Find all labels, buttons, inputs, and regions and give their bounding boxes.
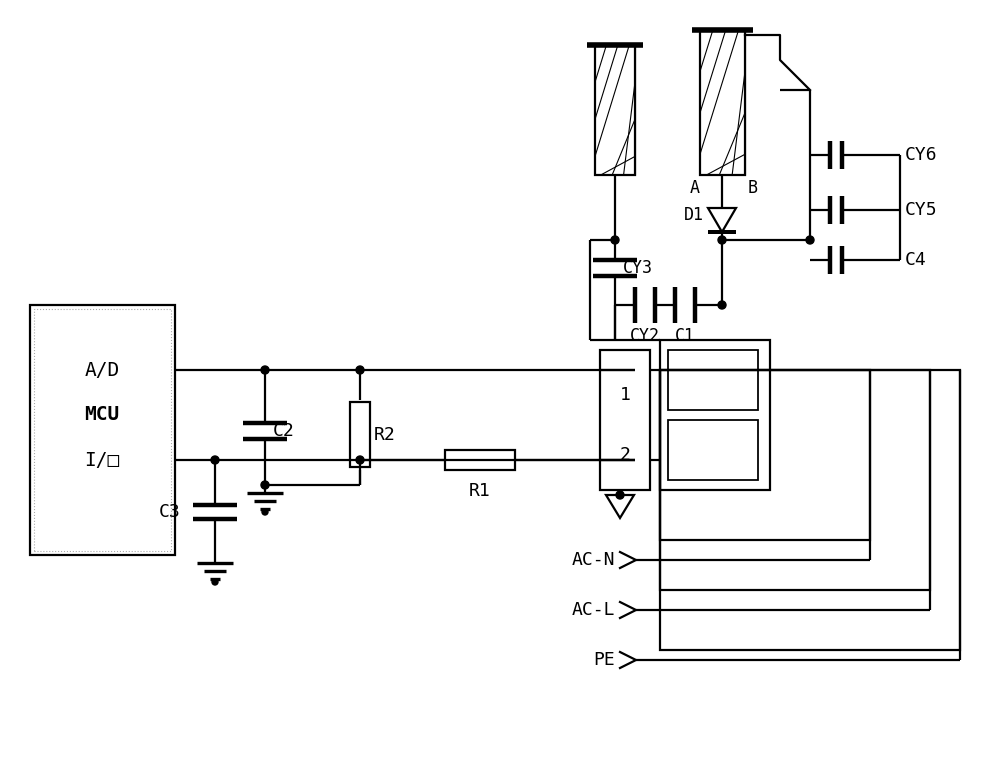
Circle shape <box>616 491 624 499</box>
Text: 2: 2 <box>620 446 630 464</box>
Text: C3: C3 <box>158 503 180 521</box>
Text: R1: R1 <box>469 482 491 500</box>
Circle shape <box>611 236 619 244</box>
Text: MCU: MCU <box>84 406 120 424</box>
Text: CY3: CY3 <box>623 259 653 277</box>
Text: AC-N: AC-N <box>572 551 615 569</box>
Bar <box>668 420 758 480</box>
Text: A/D: A/D <box>84 361 120 380</box>
Circle shape <box>356 456 364 464</box>
Bar <box>660 370 960 650</box>
Bar <box>350 402 370 467</box>
Bar <box>34 309 171 551</box>
Text: A: A <box>690 179 700 197</box>
Circle shape <box>806 236 814 244</box>
Bar <box>660 370 930 590</box>
Circle shape <box>718 236 726 244</box>
Text: C1: C1 <box>675 327 695 345</box>
Bar <box>700 30 745 175</box>
Text: C4: C4 <box>905 251 927 269</box>
Text: 1: 1 <box>620 386 630 404</box>
Circle shape <box>211 456 219 464</box>
Bar <box>660 370 870 540</box>
Circle shape <box>262 509 268 515</box>
Circle shape <box>261 366 269 374</box>
Bar <box>595 45 635 175</box>
Text: CY2: CY2 <box>630 327 660 345</box>
Polygon shape <box>606 495 634 518</box>
Text: C2: C2 <box>273 422 295 440</box>
Bar <box>30 305 175 555</box>
Bar <box>660 340 770 490</box>
Bar <box>600 350 650 490</box>
Text: R2: R2 <box>374 426 396 444</box>
Polygon shape <box>708 208 736 232</box>
Text: AC-L: AC-L <box>572 601 615 619</box>
Circle shape <box>212 579 218 585</box>
Text: CY6: CY6 <box>905 146 938 164</box>
Text: PE: PE <box>593 651 615 669</box>
Text: CY5: CY5 <box>905 201 938 219</box>
Bar <box>668 350 758 410</box>
Circle shape <box>718 301 726 309</box>
Text: B: B <box>748 179 758 197</box>
Circle shape <box>261 481 269 489</box>
Circle shape <box>356 366 364 374</box>
Text: I/□: I/□ <box>84 450 120 469</box>
Bar <box>445 450 515 470</box>
Text: D1: D1 <box>684 206 704 224</box>
